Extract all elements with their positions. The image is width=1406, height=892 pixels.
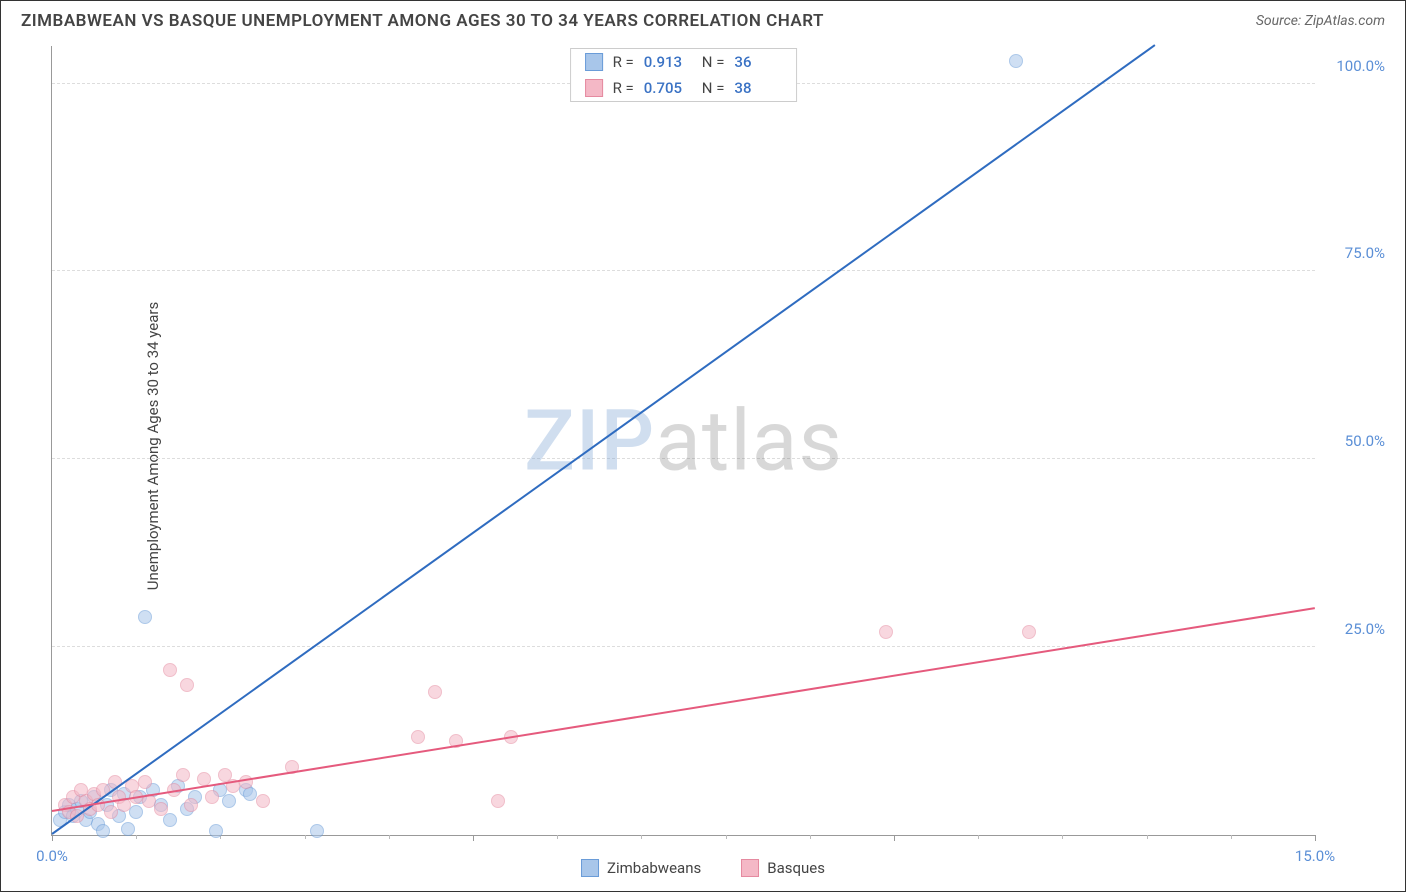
r-value: 0.913: [644, 53, 692, 71]
legend-swatch: [741, 859, 759, 877]
scatter-point: [209, 824, 223, 838]
legend-swatch: [585, 53, 603, 71]
scatter-point: [1022, 625, 1036, 639]
scatter-point: [411, 730, 425, 744]
scatter-point: [197, 772, 211, 786]
stats-legend: R = 0.913 N = 36 R = 0.705 N = 38: [570, 48, 798, 102]
scatter-point: [96, 824, 110, 838]
x-tick-minor: [389, 835, 390, 839]
x-tick-minor: [1231, 835, 1232, 839]
plot-surface: ZIPatlas R = 0.913 N = 36 R = 0.705 N = …: [51, 46, 1315, 836]
r-label: R =: [613, 79, 634, 97]
x-tick-major: [1315, 835, 1316, 841]
plot-area: ZIPatlas R = 0.913 N = 36 R = 0.705 N = …: [51, 46, 1315, 836]
scatter-point: [491, 794, 505, 808]
watermark-zip: ZIP: [524, 391, 655, 490]
x-tick-major: [52, 835, 53, 841]
x-tick-minor: [641, 835, 642, 839]
scatter-point: [154, 802, 168, 816]
y-tick-label: 75.0%: [1345, 244, 1385, 262]
scatter-point: [222, 794, 236, 808]
scatter-point: [310, 824, 324, 838]
trend-line: [51, 44, 1155, 835]
scatter-point: [163, 813, 177, 827]
scatter-point: [129, 805, 143, 819]
header: ZIMBABWEAN VS BASQUE UNEMPLOYMENT AMONG …: [1, 1, 1405, 37]
series-legend: Zimbabweans Basques: [581, 859, 825, 877]
x-tick-minor: [726, 835, 727, 839]
scatter-point: [121, 822, 135, 836]
legend-swatch: [585, 79, 603, 97]
source-attribution: Source: ZipAtlas.com: [1256, 13, 1385, 29]
legend-label: Zimbabweans: [607, 859, 701, 877]
legend-item: Basques: [741, 859, 825, 877]
scatter-point: [184, 798, 198, 812]
gridline: [52, 270, 1315, 271]
gridline: [52, 458, 1315, 459]
scatter-point: [163, 663, 177, 677]
scatter-point: [428, 685, 442, 699]
scatter-point: [1009, 54, 1023, 68]
scatter-point: [180, 678, 194, 692]
watermark: ZIPatlas: [524, 391, 843, 490]
legend-swatch: [581, 859, 599, 877]
y-tick-label: 50.0%: [1345, 432, 1385, 450]
y-tick-label: 100.0%: [1336, 57, 1385, 75]
scatter-point: [205, 790, 219, 804]
x-tick-minor: [810, 835, 811, 839]
x-tick-minor: [1062, 835, 1063, 839]
watermark-atlas: atlas: [655, 391, 843, 490]
n-label: N =: [702, 53, 725, 71]
x-tick-minor: [305, 835, 306, 839]
x-tick-minor: [978, 835, 979, 839]
x-tick-major: [473, 835, 474, 841]
gridline: [52, 646, 1315, 647]
scatter-point: [176, 768, 190, 782]
x-tick-minor: [557, 835, 558, 839]
r-label: R =: [613, 53, 634, 71]
stats-legend-row: R = 0.913 N = 36: [571, 49, 797, 75]
chart-title: ZIMBABWEAN VS BASQUE UNEMPLOYMENT AMONG …: [21, 11, 824, 31]
n-value: 38: [734, 79, 782, 97]
scatter-point: [256, 794, 270, 808]
scatter-point: [138, 775, 152, 789]
x-tick-label: 15.0%: [1295, 847, 1335, 865]
scatter-point: [104, 805, 118, 819]
x-tick-minor: [1147, 835, 1148, 839]
n-label: N =: [702, 79, 725, 97]
stats-legend-row: R = 0.705 N = 38: [571, 75, 797, 101]
legend-label: Basques: [767, 859, 825, 877]
scatter-point: [879, 625, 893, 639]
n-value: 36: [734, 53, 782, 71]
chart-container: ZIMBABWEAN VS BASQUE UNEMPLOYMENT AMONG …: [0, 0, 1406, 892]
r-value: 0.705: [644, 79, 692, 97]
x-tick-major: [894, 835, 895, 841]
y-tick-label: 25.0%: [1345, 620, 1385, 638]
scatter-point: [138, 610, 152, 624]
legend-item: Zimbabweans: [581, 859, 701, 877]
x-tick-minor: [136, 835, 137, 839]
x-tick-label: 0.0%: [36, 847, 68, 865]
